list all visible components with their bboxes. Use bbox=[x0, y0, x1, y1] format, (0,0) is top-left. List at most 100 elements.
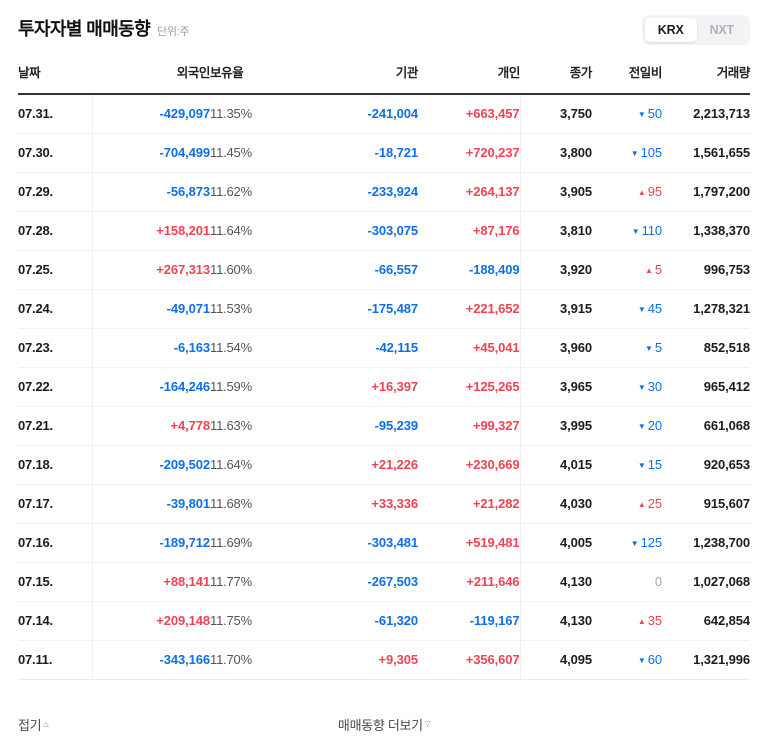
cell-holding-ratio-value: 11.60% bbox=[210, 262, 252, 277]
cell-institution-value: -303,075 bbox=[367, 223, 418, 238]
cell-foreign-value: -429,097 bbox=[159, 106, 210, 122]
cell-close-price: 3,810 bbox=[520, 211, 592, 251]
cell-individual-value: -119,167 bbox=[469, 613, 520, 628]
cell-individual-value: +663,457 bbox=[465, 106, 520, 122]
panel-header: 투자자별 매매동향 단위:주 KRX NXT bbox=[0, 0, 768, 56]
cell-foreign: +88,141 bbox=[92, 562, 210, 602]
cell-volume: 920,653 bbox=[662, 445, 750, 485]
cell-close-price: 3,965 bbox=[520, 367, 592, 407]
cell-volume: 915,607 bbox=[662, 484, 750, 524]
table-row: 07.17. -39,801 11.68% +33,336 +21,282 4,030 ▲ 2… bbox=[18, 484, 750, 524]
unit-label: 단위:주 bbox=[157, 26, 190, 39]
cell-close-price: 3,800 bbox=[520, 133, 592, 173]
cell-close-price-value: 4,030 bbox=[559, 496, 592, 511]
table-row: 07.11. -343,166 11.70% +9,305 +356,607 4,095 ▼… bbox=[18, 640, 750, 680]
cell-volume: 965,412 bbox=[662, 367, 750, 407]
cell-close-price: 4,030 bbox=[520, 484, 592, 524]
tab-nxt[interactable]: NXT bbox=[697, 18, 747, 42]
cell-institution: -42,115 bbox=[318, 328, 418, 368]
cell-holding-ratio-value: 11.64% bbox=[210, 223, 252, 238]
triangle-down-icon: ▼ bbox=[637, 110, 646, 120]
table-header-row: 날짜 외국인 보유율 기관 개인 종가 전일비 거래량 bbox=[18, 56, 750, 95]
cell-individual: +264,137 bbox=[418, 172, 521, 212]
cell-foreign-value: -704,499 bbox=[159, 145, 210, 160]
cell-institution: +16,397 bbox=[318, 367, 418, 407]
cell-holding-ratio: 11.45% bbox=[210, 133, 318, 173]
cell-change-value: 25 bbox=[647, 496, 662, 511]
table-row: 07.16. -189,712 11.69% -303,481 +519,481 4,00… bbox=[18, 523, 750, 563]
cell-close-price: 3,915 bbox=[520, 289, 592, 329]
cell-foreign-value: +88,141 bbox=[163, 574, 210, 589]
cell-change-value: 125 bbox=[640, 535, 662, 550]
table-row: 07.28. +158,201 11.64% -303,075 +87,176 3,810… bbox=[18, 211, 750, 251]
cell-foreign-value: -49,071 bbox=[166, 301, 211, 316]
cell-foreign-value: +158,201 bbox=[156, 223, 210, 238]
cell-foreign: -56,873 bbox=[92, 172, 211, 212]
table-header: 날짜 외국인 보유율 기관 개인 종가 전일비 거래량 bbox=[18, 56, 750, 95]
cell-foreign-value: -39,801 bbox=[166, 496, 211, 511]
cell-date: 07.23. bbox=[18, 328, 93, 368]
page-title: 투자자별 매매동향 bbox=[18, 19, 151, 40]
cell-close-price-value: 3,905 bbox=[559, 184, 592, 199]
cell-institution-value: -303,481 bbox=[367, 535, 418, 550]
cell-close-price-value: 3,915 bbox=[559, 301, 592, 316]
cell-individual: +87,176 bbox=[418, 211, 521, 251]
cell-foreign-value: -56,873 bbox=[166, 184, 211, 199]
cell-holding-ratio: 11.59% bbox=[210, 367, 318, 407]
cell-close-price-value: 4,015 bbox=[559, 457, 592, 472]
cell-foreign-value: +209,148 bbox=[156, 613, 210, 628]
tab-krx[interactable]: KRX bbox=[644, 18, 697, 42]
cell-individual-value: +720,237 bbox=[465, 145, 520, 160]
cell-institution: -95,239 bbox=[318, 406, 419, 446]
cell-close-price: 3,960 bbox=[520, 328, 592, 368]
cell-foreign: +267,313 bbox=[92, 250, 210, 290]
triangle-down-icon: ▼ bbox=[637, 656, 646, 665]
cell-holding-ratio-value: 11.70% bbox=[210, 652, 252, 667]
cell-close-price: 3,920 bbox=[520, 250, 592, 290]
collapse-button[interactable]: 접기 ▵ bbox=[18, 715, 49, 734]
cell-individual: +221,652 bbox=[418, 289, 521, 329]
cell-holding-ratio-value: 11.68% bbox=[210, 496, 252, 511]
cell-change: ▼ 60 bbox=[592, 640, 662, 680]
cell-date-value: 07.15. bbox=[18, 574, 53, 589]
trading-trend-table: 날짜 외국인 보유율 기관 개인 종가 전일비 거래량 07.31. -429,0… bbox=[18, 56, 750, 680]
table-row: 07.18. -209,502 11.64% +21,226 +230,669 4,015… bbox=[18, 445, 750, 485]
cell-change-value: 45 bbox=[647, 301, 662, 316]
cell-date-value: 07.29. bbox=[18, 184, 53, 199]
triangle-down-icon: ▼ bbox=[637, 383, 646, 392]
cell-individual: +45,041 bbox=[418, 328, 521, 368]
cell-individual-value: +87,176 bbox=[472, 223, 520, 238]
cell-volume: 1,238,700 bbox=[662, 523, 750, 563]
cell-institution-value: -95,239 bbox=[374, 418, 419, 433]
cell-close-price: 3,995 bbox=[520, 406, 592, 446]
cell-close-price-value: 4,095 bbox=[559, 652, 592, 667]
cell-holding-ratio-value: 11.77% bbox=[210, 574, 252, 589]
triangle-down-icon: ▼ bbox=[637, 461, 646, 470]
cell-individual-value: +356,607 bbox=[465, 652, 520, 667]
cell-change: ▼ 15 bbox=[592, 445, 662, 485]
cell-individual-value: +211,646 bbox=[466, 574, 520, 589]
triangle-down-icon: ▼ bbox=[630, 149, 639, 158]
cell-foreign: -39,801 bbox=[92, 484, 211, 524]
cell-change: ▲ 35 bbox=[592, 601, 662, 641]
cell-close-price-value: 3,995 bbox=[559, 418, 592, 433]
cell-change: ▼ 45 bbox=[592, 289, 662, 329]
cell-individual-value: +45,041 bbox=[472, 340, 520, 355]
cell-close-price-value: 4,130 bbox=[559, 574, 592, 589]
cell-foreign: -429,097 bbox=[92, 94, 210, 134]
cell-holding-ratio: 11.63% bbox=[210, 406, 318, 446]
cell-close-price-value: 3,920 bbox=[559, 262, 592, 277]
cell-holding-ratio: 11.70% bbox=[210, 640, 318, 680]
cell-foreign: -6,163 bbox=[92, 328, 210, 368]
market-toggle[interactable]: KRX NXT bbox=[641, 15, 750, 45]
chevron-up-icon: ▵ bbox=[43, 717, 49, 730]
cell-change-value: 50 bbox=[647, 106, 662, 122]
column-header-close: 종가 bbox=[520, 56, 592, 95]
column-header-institution: 기관 bbox=[318, 56, 418, 95]
triangle-up-icon: ▲ bbox=[637, 617, 646, 626]
cell-volume: 642,854 bbox=[662, 601, 750, 641]
more-trading-trend-button[interactable]: 매매동향 더보기 ▿ bbox=[338, 715, 430, 734]
cell-institution: +9,305 bbox=[318, 640, 418, 680]
column-header-individual: 개인 bbox=[418, 56, 520, 95]
cell-volume-value: 1,238,700 bbox=[693, 535, 750, 550]
